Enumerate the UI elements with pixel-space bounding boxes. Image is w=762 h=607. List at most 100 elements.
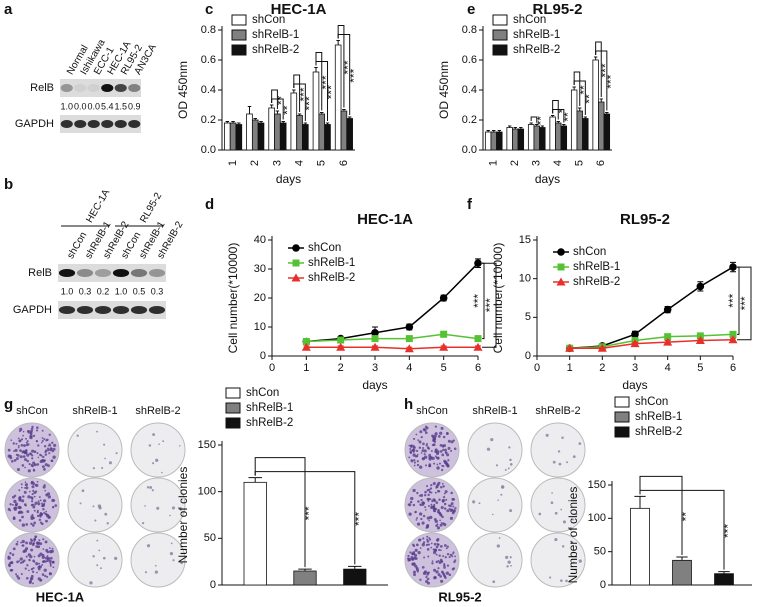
error-bar bbox=[513, 127, 517, 129]
y-tick-label: 0.8 bbox=[201, 24, 216, 36]
colony bbox=[452, 498, 456, 501]
colony bbox=[31, 503, 35, 506]
y-axis-label: Number of clonies bbox=[566, 487, 580, 584]
colony bbox=[37, 577, 41, 581]
colony bbox=[438, 511, 441, 515]
legend-swatch bbox=[225, 387, 241, 399]
colony bbox=[26, 453, 30, 457]
colony bbox=[41, 439, 44, 442]
colony bbox=[426, 516, 430, 520]
colony bbox=[31, 457, 34, 460]
colony bbox=[415, 519, 418, 521]
colony bbox=[94, 519, 97, 522]
colony bbox=[170, 542, 173, 545]
colony bbox=[420, 517, 423, 521]
error-bar bbox=[275, 110, 280, 114]
error-bar bbox=[578, 107, 582, 111]
colony bbox=[507, 467, 510, 470]
error-bar bbox=[583, 116, 588, 119]
colony bbox=[572, 561, 575, 564]
colony bbox=[438, 498, 441, 501]
blot-band bbox=[76, 306, 94, 314]
colony bbox=[429, 538, 432, 541]
legend-swatch bbox=[614, 426, 630, 438]
x-tick-label: 4 bbox=[406, 362, 412, 374]
significance-label: *** bbox=[352, 512, 366, 526]
colony bbox=[18, 489, 21, 492]
colony bbox=[12, 547, 16, 551]
column-label: shRelB-2 bbox=[135, 405, 180, 417]
significance-label: *** bbox=[325, 85, 339, 99]
colony bbox=[9, 456, 13, 460]
y-axis-label: OD 450nm bbox=[437, 61, 451, 119]
colony bbox=[414, 548, 418, 552]
colony bbox=[11, 459, 14, 463]
plate bbox=[467, 477, 523, 533]
colony bbox=[501, 486, 504, 489]
significance-bracket bbox=[293, 74, 301, 112]
blot-band bbox=[112, 306, 130, 314]
colony bbox=[24, 567, 27, 570]
colony bbox=[37, 566, 41, 570]
colony bbox=[496, 544, 500, 548]
colony bbox=[49, 564, 52, 567]
quantification: 5.4 bbox=[101, 101, 114, 111]
significance-label: *** bbox=[604, 74, 618, 88]
marker bbox=[405, 323, 414, 331]
colony bbox=[13, 458, 17, 462]
colony bbox=[409, 447, 412, 450]
bar bbox=[539, 127, 546, 151]
marker bbox=[729, 263, 737, 271]
colony bbox=[409, 451, 413, 454]
bar bbox=[517, 128, 525, 151]
colony bbox=[32, 542, 35, 545]
colony bbox=[36, 509, 39, 512]
colony bbox=[433, 518, 437, 521]
x-tick-label: 6 bbox=[730, 362, 736, 374]
colony bbox=[430, 542, 433, 545]
colony bbox=[554, 511, 558, 515]
colony bbox=[415, 433, 418, 436]
colony bbox=[33, 560, 36, 563]
error-bar bbox=[540, 125, 545, 128]
colony bbox=[43, 468, 46, 471]
protein-label: GAPDH bbox=[13, 304, 52, 316]
colony bbox=[32, 482, 36, 486]
colony bbox=[448, 573, 452, 577]
colony bbox=[45, 493, 48, 496]
marker bbox=[631, 330, 639, 339]
bar bbox=[318, 113, 326, 151]
legend-label: shRelB-2 bbox=[635, 426, 682, 438]
colony bbox=[47, 448, 50, 452]
colony bbox=[438, 554, 441, 557]
colony bbox=[43, 438, 46, 441]
x-tick-label: 2 bbox=[509, 160, 521, 166]
colony bbox=[15, 442, 18, 445]
colony bbox=[100, 567, 102, 570]
colony bbox=[33, 463, 36, 466]
colony bbox=[427, 571, 430, 574]
colony bbox=[440, 560, 443, 563]
colony bbox=[39, 459, 43, 464]
colony bbox=[441, 498, 445, 503]
colony bbox=[426, 577, 430, 581]
y-tick-label: 30 bbox=[254, 263, 266, 275]
colony bbox=[13, 499, 17, 504]
x-tick-label: 5 bbox=[697, 362, 703, 374]
bar bbox=[243, 481, 267, 586]
colony bbox=[23, 490, 27, 494]
plate bbox=[67, 477, 123, 533]
significance-label: ** bbox=[577, 85, 591, 95]
colony bbox=[45, 449, 48, 452]
colony bbox=[20, 511, 24, 514]
column-label: shRelB-1 bbox=[72, 405, 117, 417]
colony bbox=[424, 490, 427, 494]
blot-band bbox=[148, 269, 166, 277]
significance-label: *** bbox=[303, 96, 317, 110]
colony bbox=[412, 437, 416, 440]
colony bbox=[441, 482, 444, 485]
colony bbox=[551, 492, 553, 494]
colony bbox=[424, 509, 427, 511]
colony bbox=[30, 427, 34, 431]
colony bbox=[412, 444, 415, 447]
